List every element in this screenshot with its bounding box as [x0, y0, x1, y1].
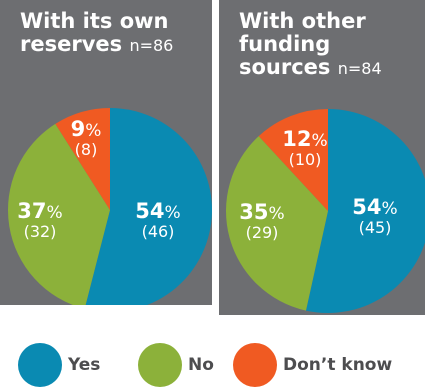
data-label-percent-no: 37%: [17, 199, 62, 223]
pie-chart-other-funding: 54%(45) 35%(29) 12%(10): [226, 109, 425, 313]
data-label-count-no: (29): [246, 223, 279, 242]
sample-size: n=86: [129, 36, 174, 55]
data-label-percent-yes: 54%: [352, 195, 397, 219]
pie-chart-own-reserves: 54%(46) 37%(32) 9%(8): [8, 108, 212, 305]
legend-swatch-no: [138, 343, 182, 387]
data-label-count-no: (32): [24, 222, 57, 241]
data-label-percent-yes: 54%: [135, 199, 180, 223]
pie-slice-don-t-know: [258, 109, 328, 211]
data-label-count-don-t-know: (8): [75, 140, 98, 159]
data-label-percent-don-t-know: 12%: [282, 127, 327, 151]
chart-title: With its own reserves n=86: [20, 10, 206, 57]
chart-panel-other-funding: With other funding sources n=84 54% (45) 3…: [219, 0, 425, 315]
data-label-count-yes: (45): [359, 218, 392, 237]
legend-label: Yes: [68, 355, 101, 375]
data-label-percent-don-t-know: 9%: [71, 117, 102, 141]
chart-title: With other funding sources n=84: [239, 10, 425, 80]
pie-slice-yes: [85, 108, 212, 305]
legend: Yes No Don’t know: [0, 325, 425, 387]
pie-slice-yes: [305, 109, 425, 313]
legend-swatch-yes: [18, 343, 62, 387]
pie-slice-no: [226, 136, 328, 311]
data-label-percent-no: 35%: [239, 200, 284, 224]
chart-title-text: With other funding sources: [239, 9, 366, 79]
sample-size: n=84: [337, 59, 382, 78]
chart-panel-own-reserves: With its own reserves n=86 54% (46) 37% (32…: [0, 0, 212, 305]
pie-slice-no: [8, 123, 110, 305]
legend-swatch-dont-know: [233, 343, 277, 387]
chart-title-text: With its own reserves: [20, 9, 169, 56]
pie-slice-don-t-know: [55, 108, 110, 210]
data-label-count-don-t-know: (10): [289, 150, 322, 169]
data-label-count-yes: (46): [142, 222, 175, 241]
legend-label: Don’t know: [283, 355, 393, 375]
legend-label: No: [188, 355, 214, 375]
